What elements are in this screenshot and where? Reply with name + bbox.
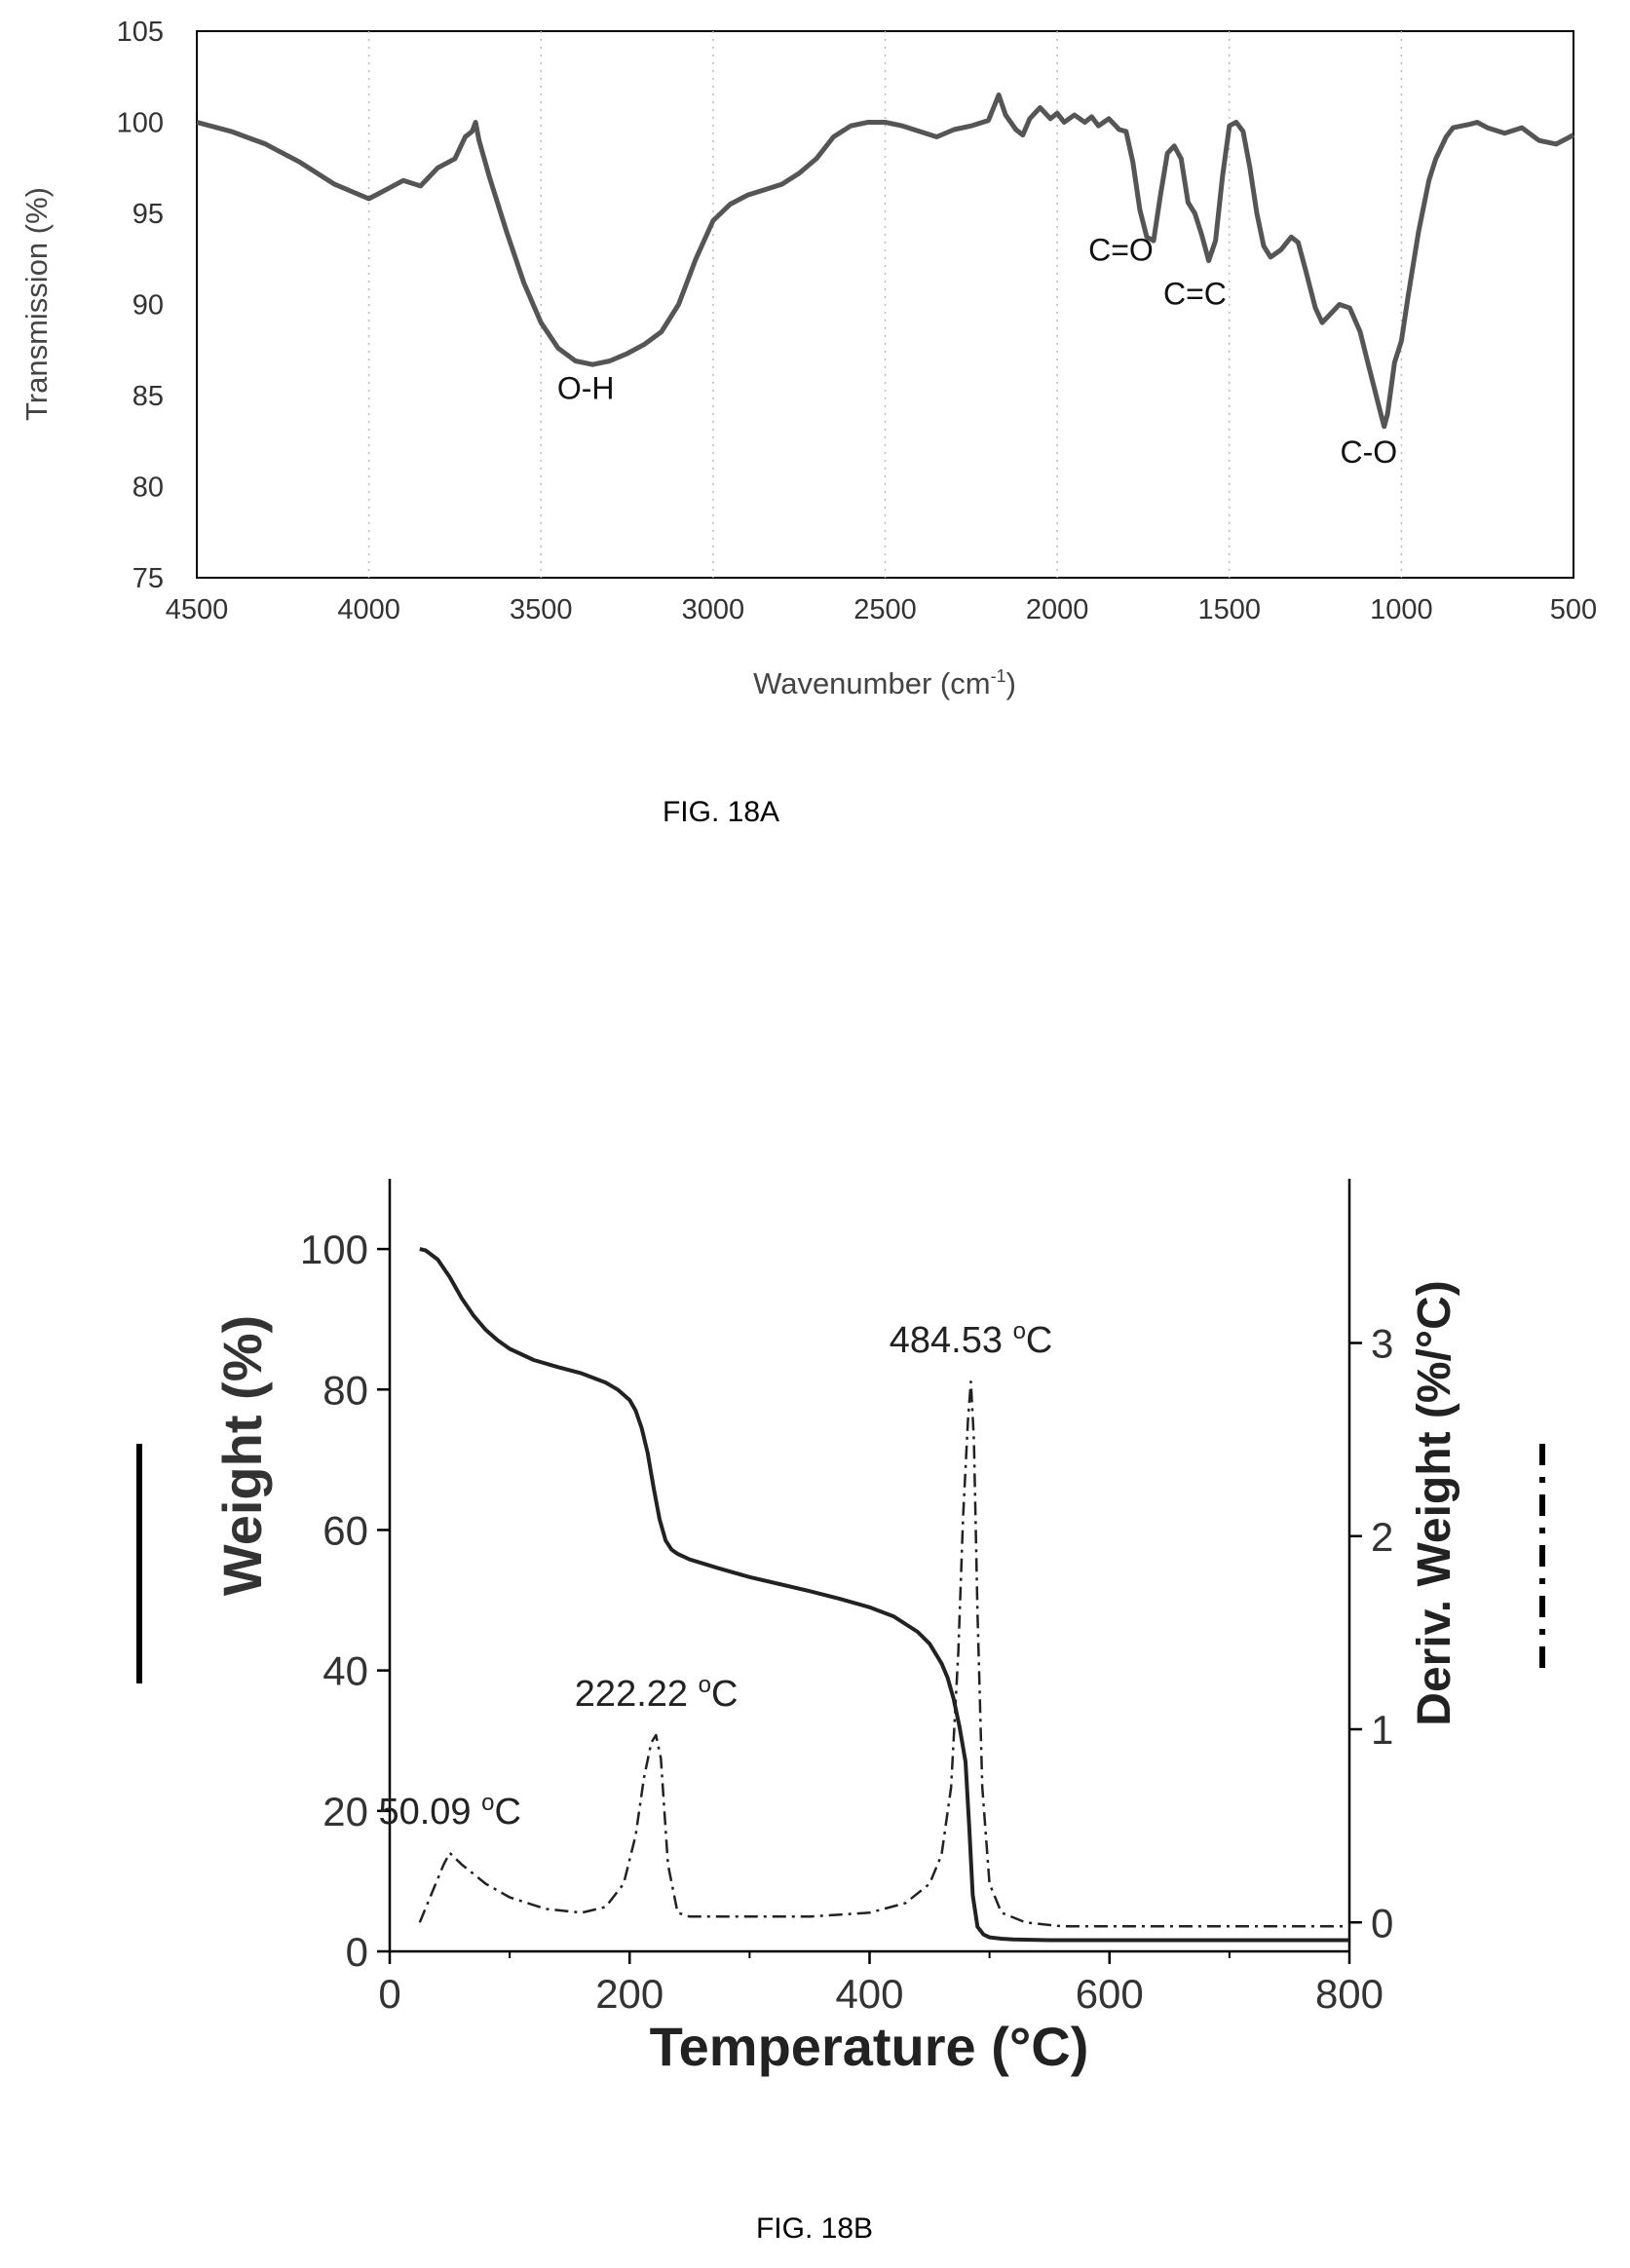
- ftir-y-tick-label: 105: [117, 17, 164, 48]
- tga-y2-tick-label: 3: [1371, 1321, 1393, 1367]
- ftir-y-tick-label: 85: [133, 381, 164, 412]
- tga-peak-label: 222.22 oC: [575, 1672, 739, 1715]
- ftir-y-tick-label: 100: [117, 108, 164, 139]
- tga-left-y-ticks: 0 20 40 60 80 100: [300, 1227, 390, 1975]
- tga-y2-tick-label: 1: [1371, 1707, 1393, 1753]
- tga-right-axis-title: Deriv. Weight (%/°C): [1409, 1280, 1460, 1725]
- tga-derivative-curve: [418, 1380, 1349, 1928]
- ftir-peak-label: C=O: [1088, 233, 1154, 268]
- ftir-x-axis-title: Wavenumber (cm-1): [753, 666, 1016, 700]
- ftir-x-tick-label: 2000: [1026, 594, 1089, 625]
- tga-x-tick-label: 200: [595, 1971, 663, 2017]
- ftir-y-tick-label: 90: [133, 290, 164, 321]
- tga-peak-unit: C: [1026, 1320, 1052, 1361]
- tga-y-tick-label: 80: [322, 1367, 368, 1413]
- ftir-peak-label: C-O: [1340, 435, 1397, 470]
- tga-y-tick-label: 0: [346, 1929, 368, 1975]
- ftir-y-axis-title: Transmission (%): [19, 187, 54, 421]
- ftir-x-tick-label: 3000: [682, 594, 745, 625]
- ftir-x-tick-label: 4500: [166, 594, 229, 625]
- tga-y-tick-label: 60: [322, 1507, 368, 1553]
- ftir-x-tick-label: 4000: [337, 594, 400, 625]
- tga-degree-symbol: o: [481, 1790, 494, 1816]
- tga-peak-unit: C: [494, 1792, 520, 1833]
- tga-x-axis-title: Temperature (°C): [650, 2016, 1089, 2077]
- ftir-x-tick-label: 500: [1550, 594, 1597, 625]
- ftir-peak-annotations: O-H C=O C=C C-O: [557, 233, 1397, 471]
- ftir-x-tick-label: 1500: [1197, 594, 1261, 625]
- ftir-y-tick-label: 75: [133, 563, 164, 594]
- ftir-x-tick-label: 2500: [853, 594, 917, 625]
- ftir-x-tick-label: 1000: [1370, 594, 1433, 625]
- ftir-y-ticks: 75 80 85 90 95 100 105: [117, 17, 164, 594]
- tga-y-tick-label: 20: [322, 1789, 368, 1834]
- tga-x-tick-label: 600: [1076, 1971, 1144, 2017]
- tga-peak-value: 50.09: [378, 1792, 481, 1833]
- ftir-peak-label: C=C: [1163, 277, 1227, 312]
- tga-left-axis-title: Weight (%): [211, 1315, 273, 1596]
- tga-x-ticks: 0 200 400 600 800: [378, 1951, 1384, 2017]
- tga-peak-unit: C: [711, 1674, 738, 1715]
- ftir-x-tick-label: 3500: [510, 594, 573, 625]
- tga-x-tick-label: 400: [835, 1971, 903, 2017]
- ftir-y-tick-label: 80: [133, 472, 164, 504]
- fig-18a-caption: FIG. 18A: [663, 796, 779, 828]
- ftir-y-tick-label: 95: [133, 199, 164, 230]
- tga-y2-tick-label: 0: [1371, 1900, 1393, 1946]
- ftir-chart: 4500 4000 3500 3000 2500 2000 1500 1000 500 75 80…: [19, 17, 1597, 828]
- ftir-x-ticks: 4500 4000 3500 3000 2500 2000 1500 1000 500: [166, 594, 1597, 625]
- tga-peak-label: 50.09 oC: [378, 1790, 520, 1833]
- tga-y2-tick-label: 2: [1371, 1514, 1393, 1560]
- ftir-gridlines: [367, 31, 1403, 578]
- tga-degree-symbol: o: [1013, 1318, 1026, 1344]
- fig-18b-caption: FIG. 18B: [756, 2212, 873, 2245]
- tga-x-tick-label: 0: [378, 1971, 400, 2017]
- tga-weight-curve: [419, 1247, 1349, 1943]
- tga-peak-label: 484.53 oC: [890, 1318, 1053, 1361]
- tga-degree-symbol: o: [699, 1672, 711, 1698]
- tga-y-tick-label: 100: [300, 1227, 368, 1272]
- tga-peak-value: 222.22: [575, 1674, 699, 1715]
- tga-y-tick-label: 40: [322, 1648, 368, 1694]
- tga-peak-value: 484.53: [890, 1320, 1013, 1361]
- tga-x-tick-label: 800: [1315, 1971, 1384, 2017]
- ftir-spectrum-line: [196, 92, 1575, 430]
- ftir-peak-label: O-H: [557, 371, 615, 406]
- tga-right-y-ticks: 0 1 2 3: [1349, 1321, 1393, 1946]
